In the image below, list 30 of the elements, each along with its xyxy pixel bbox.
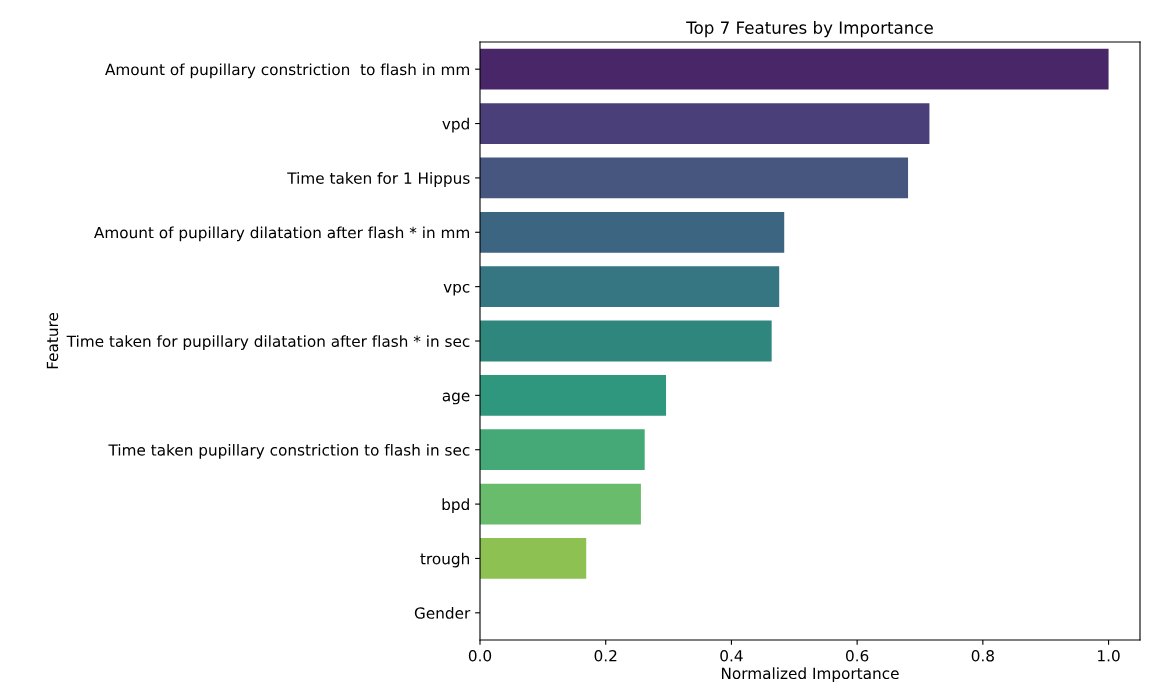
- y-tick-label: bpd: [442, 498, 469, 514]
- bar: [480, 374, 667, 416]
- bar: [480, 48, 1109, 90]
- bar: [480, 266, 780, 308]
- y-tick-label: vpd: [442, 117, 469, 133]
- y-tick-label: Time taken pupillary constriction to flash in sec: [108, 443, 470, 459]
- bar: [480, 320, 772, 362]
- y-tick-label: Amount of pupillary dilatation after flash * in mm: [94, 226, 469, 242]
- y-tick-label: trough: [420, 552, 469, 568]
- y-tick-label: Time taken for pupillary dilatation after flash * in sec: [66, 335, 470, 350]
- bar: [480, 211, 785, 253]
- y-axis-title: Feature: [46, 312, 59, 369]
- y-tick-label: Gender: [414, 607, 471, 619]
- x-tick-label: 0.8: [971, 649, 994, 662]
- x-axis-title: Normalized Importance: [721, 667, 899, 683]
- bar: [480, 538, 587, 579]
- x-tick-label: 1.0: [1098, 649, 1120, 662]
- bar: [480, 483, 641, 525]
- y-tick-label: Amount of pupillary constriction to flash in mm: [105, 63, 469, 79]
- bar: [480, 429, 645, 471]
- bar: [480, 157, 909, 199]
- x-tick-label: 0.2: [594, 649, 617, 662]
- bar: [480, 103, 930, 144]
- x-tick-label: 0.4: [720, 649, 743, 662]
- y-tick-label: vpc: [443, 283, 470, 296]
- x-tick-label: 0.0: [468, 649, 492, 662]
- y-tick-label: age: [442, 392, 470, 405]
- y-tick-label: Time taken for 1 Hippus: [287, 172, 470, 187]
- chart-title: Top 7 Features by Importance: [686, 21, 933, 38]
- x-tick-label: 0.6: [846, 649, 869, 662]
